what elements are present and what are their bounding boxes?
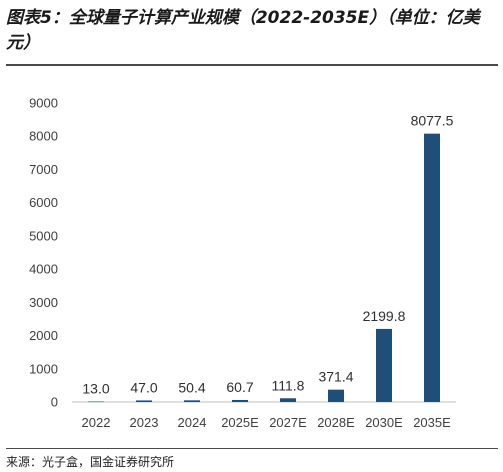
data-label-2023: 47.0 [130,379,157,395]
bar-2024 [184,400,200,402]
x-tick-2022: 2022 [82,415,111,430]
data-labels: 13.0 47.0 50.4 60.7 111.8 371.4 2199.8 8077.5 [82,113,453,397]
source-note: 来源：光子盒，国金证券研究所 [6,455,175,469]
data-label-2027E: 111.8 [272,377,305,393]
data-label-2024: 50.4 [178,379,205,395]
data-label-2030E: 2199.8 [363,308,406,324]
y-tick-label: 7000 [29,162,58,177]
bar-2035E [424,133,440,402]
y-tick-label: 3000 [29,295,58,310]
data-label-2035E: 8077.5 [411,113,454,129]
x-tick-2025E: 2025E [221,415,259,430]
y-tick-label: 5000 [29,228,58,243]
y-tick-label: 1000 [29,361,58,376]
data-label-2022: 13.0 [82,381,109,397]
y-tick-label: 4000 [29,262,58,277]
bar-2030E [376,328,392,402]
y-axis-ticks: 0 1000 2000 3000 4000 5000 6000 7000 8000 9000 [29,96,58,410]
y-tick-label: 9000 [29,96,58,111]
y-tick-label: 2000 [29,328,58,343]
bar-2027E [280,398,296,402]
bar-2028E [328,389,344,402]
x-tick-2024: 2024 [178,415,207,430]
x-tick-2035E: 2035E [413,415,451,430]
y-tick-label: 8000 [29,129,58,144]
bars [88,133,440,403]
chart-title: 图表5：全球量子计算产业规模（2022-2035E）（单位：亿美元） [6,8,480,53]
y-tick-label: 6000 [29,195,58,210]
y-tick-label: 0 [51,395,58,410]
x-tick-2027E: 2027E [269,415,307,430]
x-axis-ticks: 2022 2023 2024 2025E 2027E 2028E 2030E 2035E [82,415,452,430]
title-divider [6,64,498,66]
x-tick-2028E: 2028E [317,415,355,430]
bar-2022 [88,401,104,403]
bar-chart: 0 1000 2000 3000 4000 5000 6000 7000 8000 9000 13… [29,96,456,430]
bar-2023 [136,400,152,402]
bar-2025E [232,399,248,402]
x-tick-2030E: 2030E [365,415,403,430]
data-label-2025E: 60.7 [226,379,253,395]
data-label-2028E: 371.4 [318,369,353,385]
x-tick-2023: 2023 [130,415,159,430]
source-divider [6,448,498,449]
